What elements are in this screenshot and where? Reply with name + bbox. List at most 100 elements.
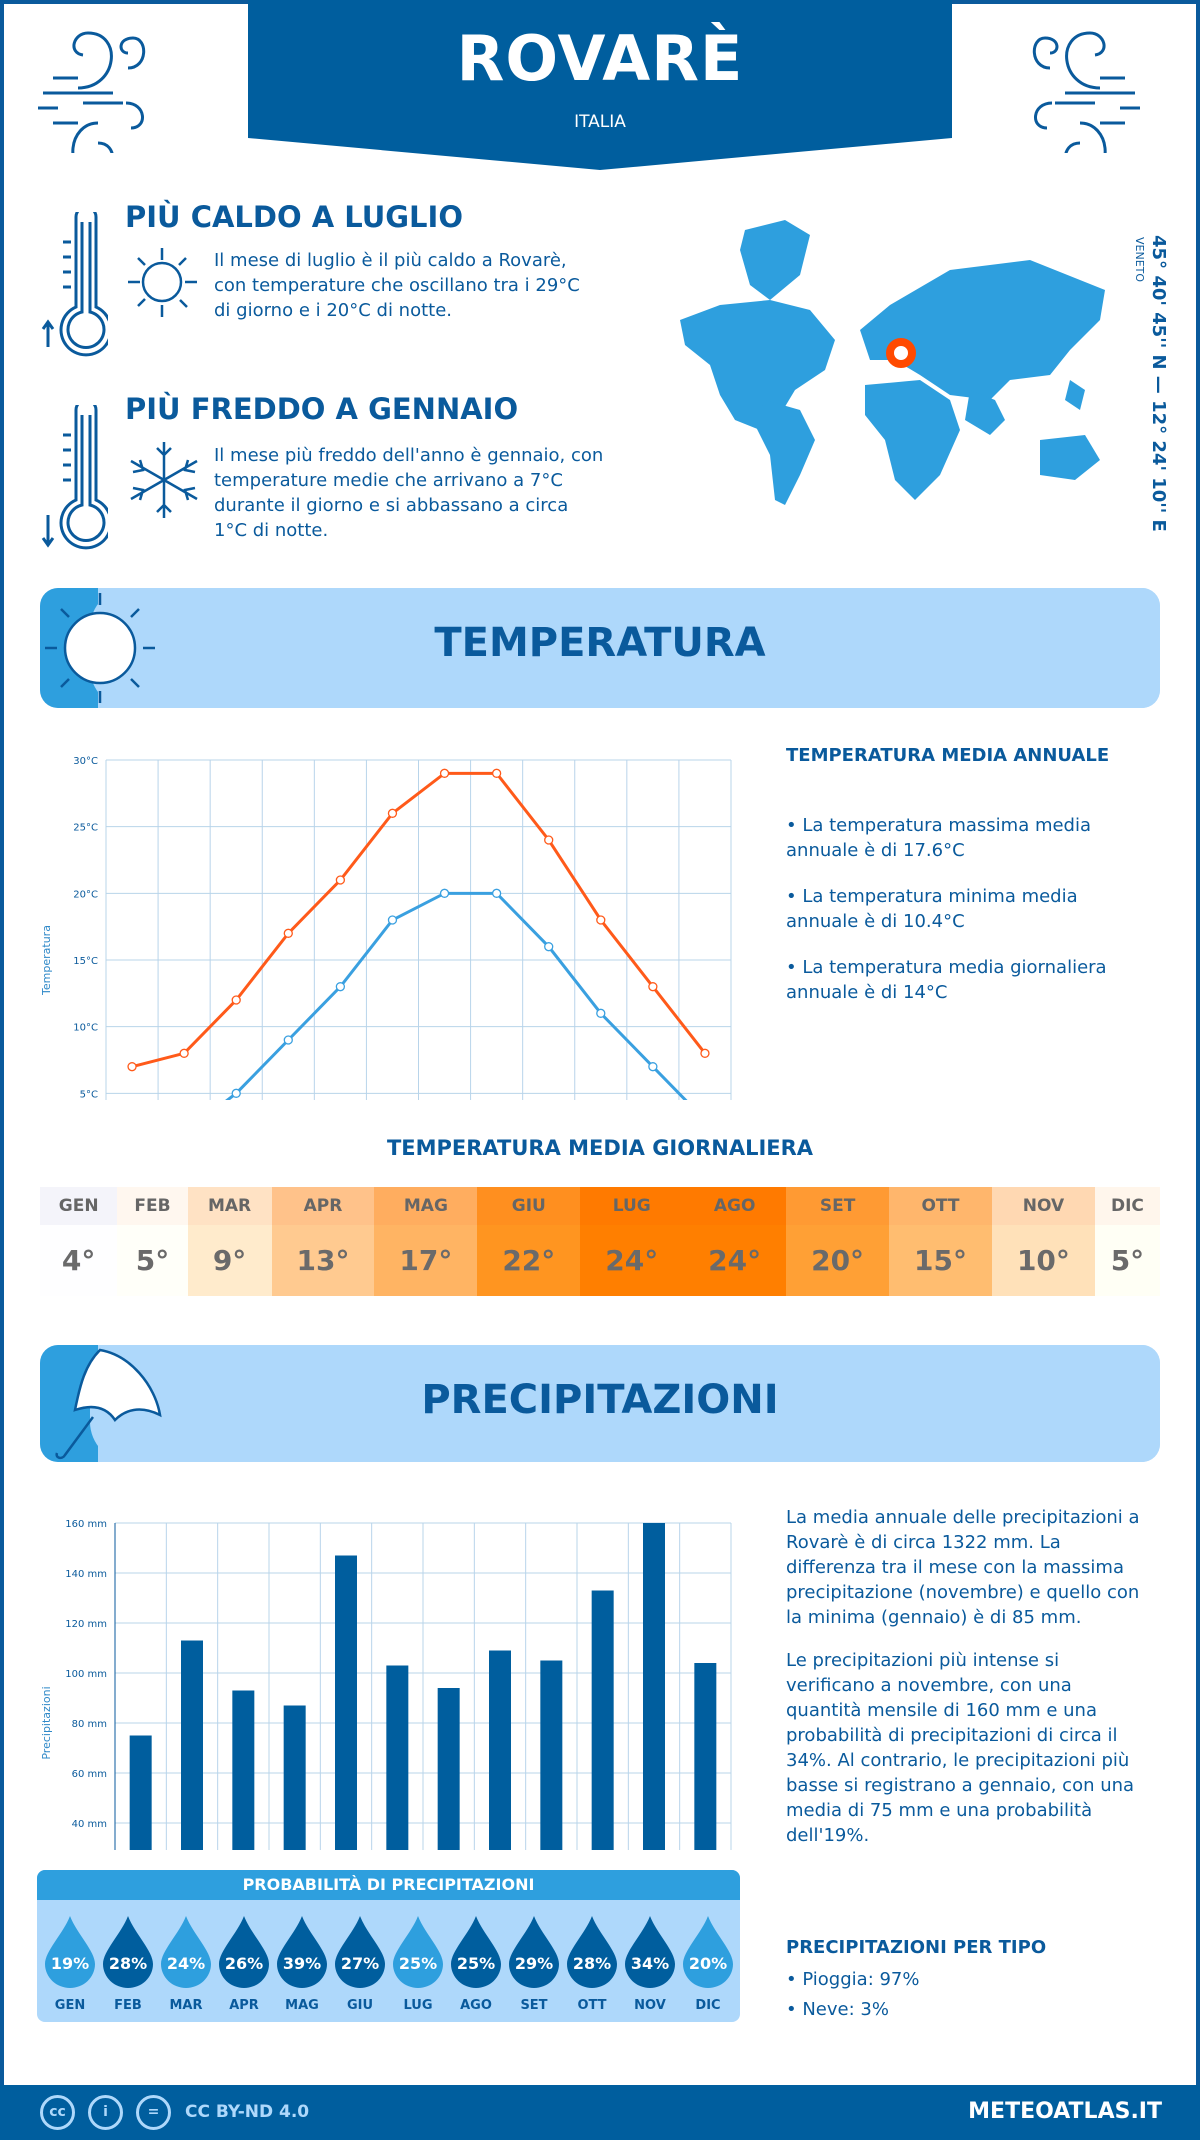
y-tick-label: 15°C: [73, 956, 98, 967]
daily-month-nov: NOV: [991, 1187, 1095, 1225]
daily-month-mag: MAG: [374, 1187, 478, 1225]
daily-month-ago: AGO: [683, 1187, 787, 1225]
data-point: [179, 1048, 189, 1058]
precip-probability-month: SET: [520, 1998, 548, 2013]
daily-temp-value: 5°: [1094, 1225, 1160, 1296]
bar-gen: [129, 1735, 152, 1850]
temperature-title: TEMPERATURA: [434, 620, 766, 666]
sun-icon: [128, 248, 197, 317]
data-point: [127, 1062, 137, 1072]
hot-title: PIÙ CALDO A LUGLIO: [125, 200, 463, 234]
precip-probability-value: 39%: [282, 1954, 322, 1973]
annual-temp-title: TEMPERATURA MEDIA ANNUALE: [786, 745, 1110, 766]
temperature-banner: TEMPERATURA: [40, 588, 1160, 708]
rain-drop-icon: 19%: [45, 1916, 95, 1988]
cold-title: PIÙ FREDDO A GENNAIO: [125, 392, 519, 426]
bar-giu: [386, 1665, 409, 1850]
wind-icon-right: [1032, 31, 1140, 153]
precip-probability-value: 34%: [630, 1954, 670, 1973]
data-point: [596, 1008, 606, 1018]
data-point: [231, 995, 241, 1005]
daily-temp-value: 20°: [786, 1225, 890, 1296]
data-point: [544, 835, 554, 845]
annual-min-bullet: • La temperatura minima media annuale è …: [786, 886, 1078, 932]
precip-type-title: PRECIPITAZIONI PER TIPO: [786, 1937, 1047, 1958]
y-axis-title: Precipitazioni: [40, 1686, 53, 1759]
series-line-min: [225, 891, 688, 1100]
data-point: [596, 915, 606, 925]
umbrella-icon: [55, 1348, 162, 1460]
daily-temp-value: 10°: [991, 1225, 1095, 1296]
cold-text: Il mese più freddo dell'anno è gennaio, …: [214, 445, 604, 541]
daily-month-lug: LUG: [580, 1187, 684, 1225]
daily-month-set: SET: [786, 1187, 890, 1225]
annual-mean-bullet: • La temperatura media giornaliera annua…: [786, 957, 1107, 1003]
y-tick-label: 120 mm: [65, 1619, 107, 1630]
daily-temp-value: 9°: [187, 1225, 272, 1296]
footer: cc i = CC BY-ND 4.0 METEOATLAS.IT: [0, 2085, 1200, 2140]
precip-probability-month: FEB: [114, 1998, 142, 2013]
rain-drop-icon: 24%: [161, 1916, 211, 1988]
location-marker: [886, 338, 916, 368]
header-banner: [248, 0, 952, 170]
precip-probability-month: DIC: [695, 1998, 721, 2013]
data-point: [283, 1035, 293, 1045]
world-map: [680, 220, 1105, 505]
precip-probability-value: 27%: [340, 1954, 380, 1973]
daily-temp-value: 5°: [117, 1225, 188, 1296]
region-label: VENETO: [1133, 237, 1146, 283]
thermometer-cold-icon: [41, 405, 108, 550]
bar-nov: [643, 1523, 665, 1850]
precip-probability-value: 29%: [514, 1954, 554, 1973]
precip-probability-month: GEN: [54, 1998, 86, 2013]
data-point: [335, 875, 346, 885]
daily-temp-value: 17°: [374, 1225, 478, 1296]
rain-drop-icon: 28%: [567, 1916, 617, 1988]
data-point: [387, 915, 398, 925]
site-link[interactable]: METEOATLAS.IT: [968, 2099, 1162, 2124]
y-axis-title: Temperatura: [40, 925, 53, 996]
precip-probability-month: MAR: [169, 1998, 203, 2013]
attribution-icon: i: [88, 2095, 123, 2130]
precip-probability-value: 25%: [456, 1954, 496, 1973]
daily-month-gen: GEN: [40, 1187, 118, 1225]
bar-feb: [181, 1640, 203, 1850]
daily-temp-value: 22°: [477, 1225, 581, 1296]
bar-set: [540, 1660, 563, 1850]
precip-probability-month: NOV: [634, 1998, 666, 2013]
y-tick-label: 25°C: [73, 823, 98, 834]
daily-month-feb: FEB: [117, 1187, 188, 1225]
precipitation-banner: PRECIPITAZIONI: [40, 1345, 1160, 1462]
no-derivatives-icon: =: [136, 2095, 171, 2130]
daily-temp-title: TEMPERATURA MEDIA GIORNALIERA: [386, 1136, 814, 1160]
y-tick-label: 140 mm: [65, 1569, 107, 1580]
daily-temp-value: 24°: [580, 1225, 684, 1296]
daily-month-ott: OTT: [889, 1187, 992, 1225]
country-label: ITALIA: [574, 112, 626, 132]
rain-drop-icon: 25%: [451, 1916, 501, 1988]
precip-probability-month: LUG: [403, 1998, 433, 2013]
bar-lug: [437, 1688, 460, 1850]
data-point: [648, 982, 658, 992]
data-point: [439, 888, 450, 898]
data-point: [648, 1062, 658, 1072]
y-tick-label: 20°C: [73, 889, 98, 900]
precip-probability-value: 26%: [224, 1954, 264, 1973]
bar-ott: [591, 1590, 614, 1850]
hot-text: Il mese di luglio è il più caldo a Rovar…: [214, 250, 580, 321]
precip-probability-value: 24%: [166, 1954, 206, 1973]
daily-temp-value: 15°: [889, 1225, 992, 1296]
y-tick-label: 60 mm: [72, 1769, 107, 1780]
precip-type-snow: • Neve: 3%: [786, 1999, 889, 2020]
data-point: [544, 942, 554, 952]
precip-probability-value: 25%: [398, 1954, 438, 1973]
snowflake-icon: [130, 442, 198, 518]
rain-drop-icon: 26%: [219, 1916, 269, 1988]
data-point: [335, 982, 346, 992]
data-point: [491, 888, 502, 898]
temperature-chart: 0°C5°C10°C15°C20°C25°C30°CGenFebMarAprMa…: [40, 756, 732, 1100]
bar-mar: [232, 1690, 255, 1850]
data-point: [231, 1088, 241, 1098]
rain-drop-icon: 25%: [393, 1916, 443, 1988]
annual-max-bullet: • La temperatura massima media annuale è…: [786, 815, 1092, 861]
